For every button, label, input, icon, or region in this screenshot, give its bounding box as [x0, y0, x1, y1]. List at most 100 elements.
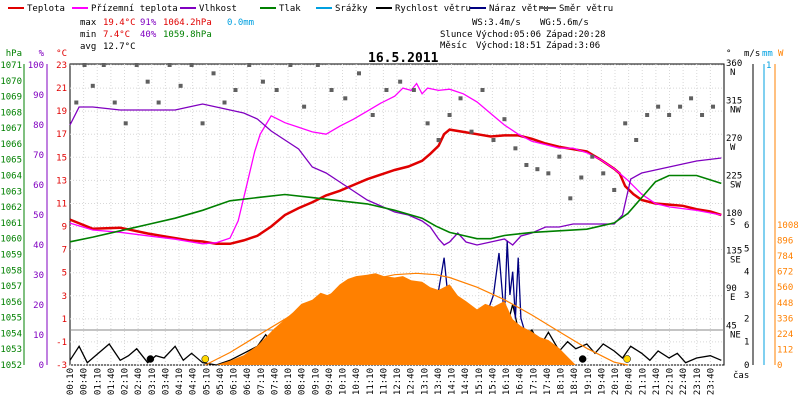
info-moon-label: Měsíc — [440, 41, 467, 51]
wm2-tick-label: 672 — [777, 268, 793, 278]
wind-direction-point — [398, 79, 403, 84]
moonset-marker — [146, 355, 155, 363]
hpa-tick-label: 1069 — [0, 93, 22, 103]
x-tick-label: 18:10 — [557, 368, 567, 395]
wind-direction-point — [123, 121, 128, 126]
wind-direction-point — [667, 113, 672, 117]
deg-axis-title: ° — [726, 49, 731, 59]
wind-direction-point — [546, 171, 551, 176]
x-tick-label: 01:10 — [93, 368, 103, 395]
wind-direction-point — [590, 154, 595, 159]
hpa-tick-label: 1052 — [0, 361, 22, 371]
wind-direction-point — [645, 113, 650, 117]
wind-direction-point — [502, 117, 507, 122]
stat-max-press: 1064.2hPa — [163, 18, 212, 28]
x-tick-label: 10:10 — [339, 368, 349, 395]
wind-direction-point — [689, 96, 694, 101]
stat-max-rain: 0.0mm — [227, 18, 254, 28]
wm2-tick-label: 560 — [777, 283, 793, 293]
legend-label: Rychlost větru — [395, 4, 471, 14]
ms-tick-label: 0 — [744, 361, 749, 371]
degc-tick-label: 13 — [56, 176, 67, 186]
axes: 00:10 00:40 01:10 01:40 02:10 02:40 03:10 03:40… — [0, 49, 798, 395]
wm2-tick-label: 0 — [777, 361, 782, 371]
wind-direction-point — [524, 163, 529, 167]
info-sun-label: Slunce — [440, 30, 473, 40]
info-moonrise: Východ:18:51 — [476, 41, 541, 51]
deg-tick-label: 360 — [726, 59, 742, 69]
hpa-tick-label: 1067 — [0, 124, 22, 134]
degc-tick-label: 9 — [62, 223, 67, 233]
x-tick-label: 14:10 — [448, 368, 458, 395]
wm2-axis-title: W — [778, 49, 784, 59]
moonrise-marker — [578, 355, 587, 363]
stat-avg-temp: 12.7°C — [103, 42, 136, 52]
wind-direction-point — [156, 100, 161, 105]
wind-direction-point — [491, 138, 496, 142]
degc-tick-label: -3 — [56, 361, 67, 371]
wind-direction-point — [480, 88, 485, 92]
wind-direction-point — [233, 88, 238, 92]
ms-tick-label: 1 — [744, 338, 749, 348]
info-sunrise: Východ:05:06 — [476, 30, 541, 40]
series-line-tlak — [69, 174, 722, 243]
wind-direction-point — [82, 63, 87, 67]
wind-direction-point — [343, 96, 348, 101]
degc-tick-label: 17 — [56, 130, 67, 140]
hpa-tick-label: 1070 — [0, 77, 22, 87]
ms-tick-label: 4 — [744, 268, 749, 278]
pct-tick-label: 50 — [33, 211, 44, 221]
x-tick-label: 02:10 — [121, 368, 131, 395]
x-tick-label: 04:10 — [175, 368, 185, 395]
stat-avg-label: avg — [80, 42, 96, 52]
wind-direction-point — [222, 100, 227, 105]
wind-direction-point — [315, 63, 320, 67]
wind-direction-point — [568, 196, 573, 201]
plot-area — [69, 63, 722, 366]
deg-tick-label: 225 — [726, 172, 742, 182]
direction-label: S — [730, 218, 735, 228]
x-tick-label: 16:10 — [502, 368, 512, 395]
wind-direction-point — [557, 154, 562, 159]
hpa-tick-label: 1063 — [0, 187, 22, 197]
degc-tick-label: 1 — [62, 315, 67, 325]
series-area-solar-radiation — [216, 273, 576, 365]
hpa-tick-label: 1059 — [0, 250, 22, 260]
wind-direction-point — [469, 129, 474, 134]
x-tick-label: 08:40 — [298, 368, 308, 395]
direction-label: NE — [730, 331, 741, 341]
wind-direction-point — [90, 83, 95, 88]
mm-tick-label: 1 — [766, 61, 771, 71]
wind-direction-point — [535, 167, 540, 172]
hpa-tick-label: 1061 — [0, 219, 22, 229]
wind-direction-point — [711, 104, 716, 109]
degc-tick-label: 7 — [62, 246, 67, 256]
direction-label: N — [730, 68, 735, 78]
hpa-tick-label: 1058 — [0, 266, 22, 276]
wind-direction-point — [302, 104, 307, 109]
wind-direction-point — [260, 79, 265, 84]
wind-direction-point — [634, 138, 639, 142]
degc-tick-label: 15 — [56, 153, 67, 163]
ms-axis-title: m/s — [744, 49, 760, 59]
x-tick-label: 10:40 — [352, 368, 362, 395]
wm2-tick-label: 1008 — [777, 221, 799, 231]
x-tick-label: 22:40 — [679, 368, 689, 395]
pct-tick-label: 0 — [39, 361, 44, 371]
wm2-tick-label: 896 — [777, 237, 793, 247]
x-tick-label: 02:40 — [134, 368, 144, 395]
direction-label: SE — [730, 256, 741, 266]
wind-direction-point — [101, 63, 106, 67]
wind-direction-point — [447, 113, 452, 117]
x-tick-label: 05:10 — [202, 368, 212, 395]
x-tick-label: 05:40 — [216, 368, 226, 395]
x-tick-label: 23:40 — [706, 368, 716, 395]
pct-tick-label: 80 — [33, 121, 44, 131]
wind-direction-point — [612, 188, 617, 192]
wind-direction-point — [700, 113, 705, 117]
x-tick-label: 18:40 — [570, 368, 580, 395]
hpa-tick-label: 1053 — [0, 345, 22, 355]
hpa-tick-label: 1071 — [0, 61, 22, 71]
x-tick-label: 17:10 — [529, 368, 539, 395]
x-tick-label: 15:10 — [475, 368, 485, 395]
